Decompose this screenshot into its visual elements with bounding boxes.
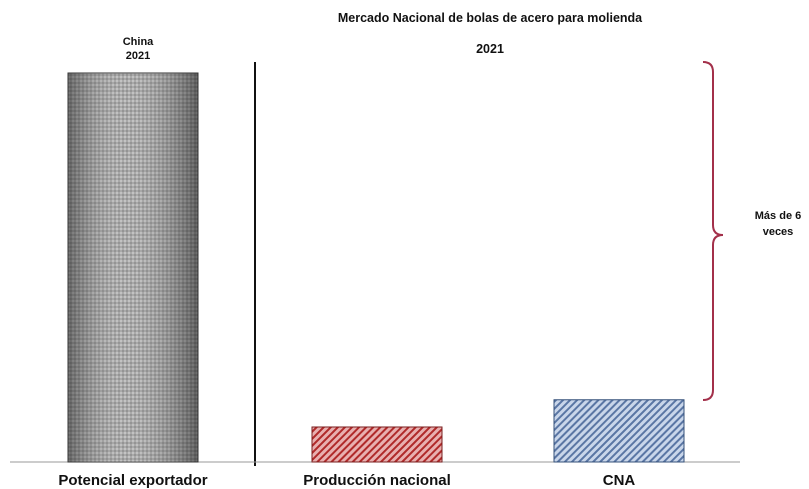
annotation-line2: veces: [763, 226, 794, 238]
chart-title: Mercado Nacional de bolas de acero para …: [338, 11, 643, 25]
category-label-cna: CNA: [603, 472, 636, 489]
bar-produccion-nacional: [311, 426, 443, 463]
bar-top-label-line2: 2021: [126, 50, 150, 62]
annotation-line1: Más de 6: [755, 210, 801, 222]
chart-subtitle: 2021: [476, 42, 504, 56]
category-label-potencial-exportador: Potencial exportador: [58, 472, 207, 489]
comparison-bracket: [702, 61, 724, 401]
bar-shade-potencial-exportador: [68, 73, 198, 462]
category-label-produccion-nacional: Producción nacional: [303, 472, 451, 489]
bar-cna: [553, 399, 685, 463]
bars: [67, 72, 685, 463]
bar-top-label-line1: China: [123, 36, 154, 48]
